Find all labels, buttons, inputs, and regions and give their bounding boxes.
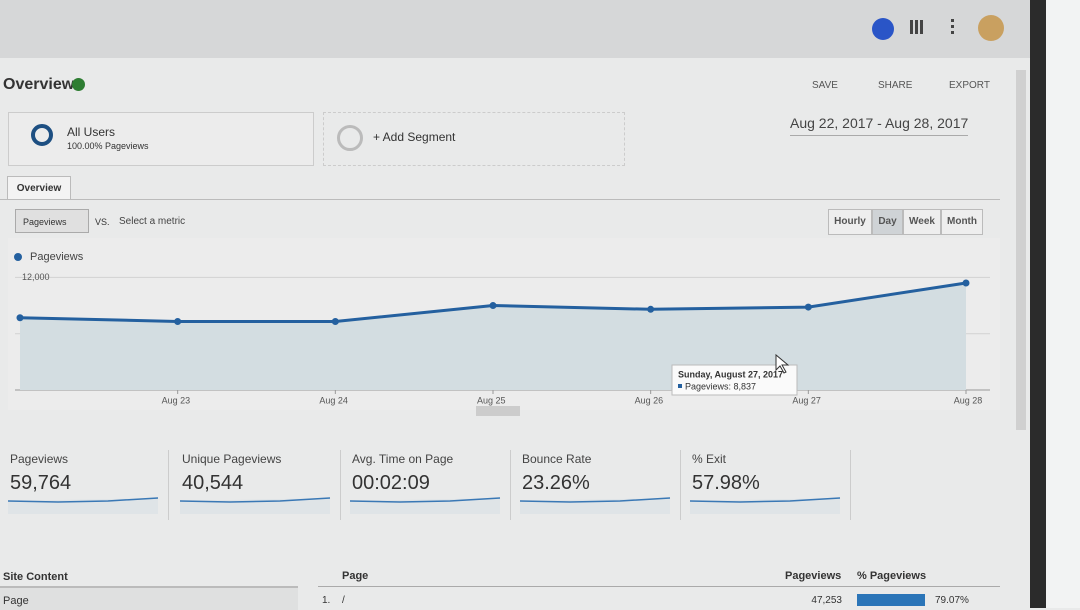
column-header[interactable]: Pageviews — [785, 570, 842, 582]
tab[interactable]: Overview — [7, 176, 71, 200]
sparkline — [520, 497, 671, 514]
segment-detail: 100.00% Pageviews — [67, 141, 149, 151]
sparkline-area — [350, 498, 500, 514]
verified-icon — [72, 78, 85, 91]
table-rule — [318, 586, 1000, 587]
sparkline-line — [690, 497, 841, 503]
sparkline-area — [690, 498, 840, 514]
metric-card: Pageviews 59,764 — [8, 450, 169, 520]
site-content-page[interactable]: Page — [3, 595, 29, 607]
scrollbar[interactable] — [1016, 70, 1026, 430]
segment-card[interactable] — [8, 112, 314, 166]
day-button[interactable]: Day — [872, 209, 903, 235]
site-content-title: Site Content — [3, 571, 68, 583]
metric-name: Bounce Rate — [522, 452, 592, 466]
segment-ring — [31, 124, 53, 146]
x-tick-label: Aug 28 — [954, 395, 983, 405]
background — [1046, 0, 1080, 608]
tooltip-marker — [678, 384, 682, 388]
metric-name: % Exit — [692, 452, 727, 466]
bezel — [1030, 0, 1046, 608]
y-tick-label: 12,000 — [22, 272, 50, 282]
point — [489, 302, 497, 310]
metric-value: 23.26% — [522, 472, 590, 494]
site-content-row[interactable] — [0, 586, 298, 610]
sparkline — [180, 497, 331, 514]
metric-name: Pageviews — [10, 452, 69, 466]
menu-icon[interactable] — [951, 19, 954, 35]
metric-card: Bounce Rate 23.26% — [520, 450, 681, 520]
percent-bar — [857, 594, 925, 606]
x-tick-label: Aug 24 — [319, 395, 348, 405]
row-percent: 79.07% — [935, 595, 969, 606]
point — [962, 279, 970, 287]
area — [20, 283, 966, 390]
sparkline-line — [350, 497, 501, 503]
sparkline-line — [8, 497, 159, 503]
divider — [0, 199, 1000, 200]
chart-resizer[interactable] — [476, 406, 520, 416]
metric-value: 00:02:09 — [352, 472, 430, 494]
page-title: Overview — [3, 76, 75, 93]
x-tick-label: Aug 26 — [635, 395, 664, 405]
point — [804, 303, 812, 311]
metric-dropdown[interactable]: Pageviews — [15, 209, 89, 233]
point — [174, 317, 182, 325]
cursor — [775, 353, 790, 374]
sparkline-line — [180, 497, 331, 503]
sparkline-area — [8, 498, 158, 514]
save-button[interactable]: SAVE — [812, 80, 838, 91]
add-ring — [337, 125, 363, 151]
row-page[interactable]: / — [342, 595, 345, 606]
metric-name: Avg. Time on Page — [352, 452, 454, 466]
metric-card: % Exit 57.98% — [690, 450, 851, 520]
month-button[interactable]: Month — [941, 209, 983, 235]
point — [331, 317, 339, 325]
sparkline-line — [520, 497, 671, 503]
metric-value: 57.98% — [692, 472, 760, 494]
tooltip-title: Sunday, August 27, 2017 — [678, 369, 783, 379]
point — [647, 305, 655, 313]
add-segment[interactable]: + Add Segment — [373, 130, 456, 144]
x-tick-label: Aug 27 — [792, 395, 821, 405]
column-header[interactable]: % Pageviews — [857, 570, 927, 582]
x-tick-label: Aug 25 — [477, 395, 506, 405]
apps-icon[interactable] — [910, 20, 924, 34]
row-pageviews: 47,253 — [811, 595, 842, 606]
metric-card: Avg. Time on Page 00:02:09 — [350, 450, 511, 520]
share-button[interactable]: SHARE — [878, 80, 913, 91]
metric-value: 59,764 — [10, 472, 72, 494]
vs-label: VS. — [95, 217, 110, 227]
sparkline-area — [520, 498, 670, 514]
date-range[interactable]: Aug 22, 2017 - Aug 28, 2017 — [790, 115, 969, 136]
notifications-icon[interactable] — [872, 18, 894, 40]
avatar[interactable] — [978, 15, 1004, 41]
legend-marker — [14, 253, 22, 261]
metric-name: Unique Pageviews — [182, 452, 282, 466]
point — [16, 314, 24, 322]
metric-card: Unique Pageviews 40,544 — [180, 450, 341, 520]
add-segment-card[interactable] — [323, 112, 625, 166]
hourly-button[interactable]: Hourly — [828, 209, 872, 235]
sparkline — [8, 497, 159, 514]
segment-name: All Users — [67, 125, 116, 139]
metric-value: 40,544 — [182, 472, 244, 494]
sparkline — [690, 497, 841, 514]
select-metric[interactable]: Select a metric — [119, 216, 186, 227]
x-tick-label: Aug 23 — [162, 395, 191, 405]
sparkline — [350, 497, 501, 514]
export-button[interactable]: EXPORT — [949, 80, 990, 91]
column-header[interactable]: Page — [342, 570, 369, 582]
row-index: 1. — [322, 595, 331, 606]
legend-label: Pageviews — [30, 251, 84, 263]
top-bar — [0, 0, 1030, 58]
tooltip-text: Pageviews: 8,837 — [685, 381, 756, 391]
week-button[interactable]: Week — [903, 209, 941, 235]
sparkline-area — [180, 498, 330, 514]
